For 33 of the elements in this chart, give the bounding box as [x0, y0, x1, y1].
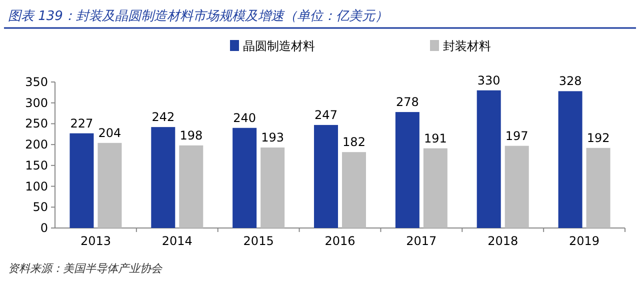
legend-label: 封装材料 — [443, 39, 491, 53]
data-label: 328 — [558, 74, 582, 88]
data-label: 247 — [314, 108, 338, 122]
y-tick-label: 100 — [25, 179, 48, 194]
data-label: 240 — [233, 110, 256, 125]
data-label: 197 — [505, 128, 528, 143]
data-label: 198 — [180, 128, 203, 142]
data-label: 204 — [98, 126, 122, 140]
x-tick-label: 2013 — [80, 234, 111, 248]
x-tick-label: 2017 — [406, 234, 437, 248]
x-tick-label: 2016 — [324, 234, 356, 248]
data-label: 242 — [152, 110, 175, 124]
data-label: 192 — [586, 130, 610, 145]
data-label: 182 — [342, 135, 366, 150]
y-tick-label: 150 — [25, 158, 48, 172]
x-tick-label: 2018 — [488, 234, 518, 248]
y-tick-label: 250 — [25, 116, 48, 131]
data-label: 193 — [261, 130, 284, 144]
x-tick-label: 2014 — [162, 234, 192, 248]
data-label: 330 — [477, 73, 500, 88]
y-tick-label: 300 — [25, 96, 48, 110]
y-tick-label: 200 — [25, 138, 48, 152]
data-label: 227 — [70, 116, 94, 130]
x-tick-label: 2015 — [243, 234, 274, 248]
title: 图表 139：封装及晶圆制造材料市场规模及增速（单位：亿美元） — [8, 9, 388, 24]
y-tick-label: 350 — [25, 75, 48, 89]
legend-label: 晶圆制造材料 — [243, 39, 315, 53]
data-label: 278 — [396, 95, 419, 110]
y-tick-label: 0 — [40, 221, 48, 235]
text: 资料来源：美国半导体产业协会 — [8, 262, 163, 275]
y-tick-label: 50 — [32, 200, 48, 214]
data-label: 191 — [424, 131, 447, 146]
x-tick-label: 2019 — [569, 234, 600, 248]
